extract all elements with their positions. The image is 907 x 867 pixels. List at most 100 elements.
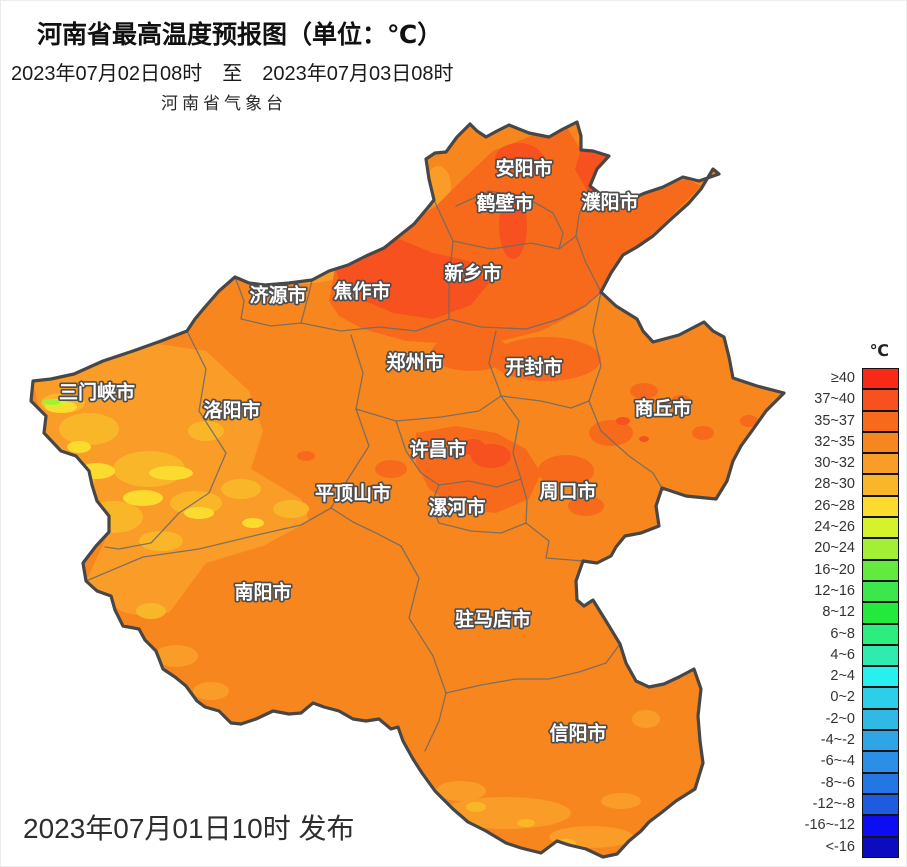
city-label-商丘市: 商丘市 bbox=[634, 397, 691, 420]
legend-entry: -4~-2 bbox=[793, 730, 899, 752]
city-label-周口市: 周口市 bbox=[539, 480, 596, 503]
forecast-period: 2023年07月02日08时 至 2023年07月03日08时 bbox=[11, 63, 454, 85]
legend-swatch bbox=[862, 666, 899, 688]
legend-label: 8~12 bbox=[822, 604, 855, 621]
legend-label: 16~20 bbox=[814, 561, 855, 578]
city-label-许昌市: 许昌市 bbox=[409, 438, 466, 461]
city-label-信阳市: 信阳市 bbox=[549, 722, 606, 745]
legend-unit: ℃ bbox=[869, 343, 889, 360]
legend-swatch bbox=[862, 623, 899, 645]
legend-swatch bbox=[862, 389, 899, 411]
legend-entry: 35~37 bbox=[793, 410, 899, 432]
legend-label: -4~-2 bbox=[820, 732, 855, 749]
legend-swatch bbox=[862, 815, 899, 837]
legend-entry: ≥40 bbox=[793, 368, 899, 390]
city-label-三门峡市: 三门峡市 bbox=[59, 381, 135, 404]
legend-entry: 20~24 bbox=[793, 538, 899, 560]
legend-label: 24~26 bbox=[814, 519, 855, 536]
legend-entry: <-16 bbox=[793, 836, 899, 858]
legend-label: -8~-6 bbox=[820, 774, 855, 791]
legend-swatch bbox=[862, 559, 899, 581]
legend-entry: 26~28 bbox=[793, 495, 899, 518]
legend-label: -16~-12 bbox=[804, 817, 855, 834]
agency-name: 河南省气象台 bbox=[161, 94, 287, 113]
legend-label: 35~37 bbox=[814, 412, 855, 429]
page-title: 河南省最高温度预报图（单位：℃） bbox=[37, 21, 443, 49]
city-label-驻马店市: 驻马店市 bbox=[455, 608, 531, 631]
legend-label: 4~6 bbox=[830, 646, 855, 663]
legend-label: 2~4 bbox=[830, 668, 855, 685]
legend-swatch bbox=[862, 410, 899, 432]
legend-entry: 0~2 bbox=[793, 687, 899, 709]
city-label-济源市: 济源市 bbox=[249, 284, 306, 307]
city-label-鹤壁市: 鹤壁市 bbox=[476, 192, 533, 215]
legend-label: -6~-4 bbox=[820, 753, 855, 770]
legend-swatch bbox=[862, 708, 899, 731]
legend-swatch bbox=[862, 517, 899, 539]
city-label-南阳市: 南阳市 bbox=[234, 581, 291, 604]
legend-label: 28~30 bbox=[814, 476, 855, 493]
legend-label: ≥40 bbox=[830, 370, 855, 386]
legend-swatch bbox=[862, 772, 899, 794]
city-label-焦作市: 焦作市 bbox=[332, 280, 390, 303]
legend-swatch bbox=[862, 836, 899, 858]
legend-swatch bbox=[862, 580, 899, 603]
legend-swatch bbox=[862, 453, 899, 475]
legend-swatch bbox=[862, 751, 899, 773]
legend-swatch bbox=[862, 602, 899, 624]
legend-label: 0~2 bbox=[830, 689, 855, 706]
publish-time: 2023年07月01日10时 发布 bbox=[23, 813, 355, 844]
city-label-开封市: 开封市 bbox=[505, 356, 562, 379]
city-label-濮阳市: 濮阳市 bbox=[581, 191, 638, 214]
prefecture-borders bbox=[85, 185, 663, 752]
legend-entry: 16~20 bbox=[793, 559, 899, 581]
city-label-安阳市: 安阳市 bbox=[495, 157, 552, 180]
legend-swatch bbox=[862, 793, 899, 816]
legend-label: 6~8 bbox=[830, 625, 855, 642]
legend-entry: 24~26 bbox=[793, 517, 899, 539]
legend-entry: -2~0 bbox=[793, 708, 899, 731]
legend-swatch bbox=[862, 474, 899, 496]
legend-entry: 28~30 bbox=[793, 474, 899, 496]
legend-entry: 30~32 bbox=[793, 453, 899, 475]
legend-swatch bbox=[862, 431, 899, 454]
legend-entry: -8~-6 bbox=[793, 772, 899, 794]
city-label-漯河市: 漯河市 bbox=[428, 496, 485, 519]
legend-label: -2~0 bbox=[825, 710, 855, 727]
legend-label: 30~32 bbox=[814, 455, 855, 472]
legend-entry: -12~-8 bbox=[793, 793, 899, 816]
legend-label: 26~28 bbox=[814, 497, 855, 514]
city-label-洛阳市: 洛阳市 bbox=[203, 399, 260, 422]
legend-rows: ≥40 37~40 35~37 32~35 30~32 28~30 26~28 24~26 20… bbox=[793, 368, 899, 858]
province-boundary bbox=[29, 120, 786, 859]
legend-entry: -16~-12 bbox=[793, 815, 899, 837]
legend-entry: 37~40 bbox=[793, 389, 899, 411]
legend-swatch bbox=[862, 368, 899, 390]
city-label-新乡市: 新乡市 bbox=[444, 262, 501, 285]
legend-swatch bbox=[862, 687, 899, 709]
legend-entry: 6~8 bbox=[793, 623, 899, 645]
legend-swatch bbox=[862, 730, 899, 752]
city-label-平顶山市: 平顶山市 bbox=[315, 482, 391, 505]
legend-label: 37~40 bbox=[814, 391, 855, 408]
legend-swatch bbox=[862, 538, 899, 560]
legend-label: 20~24 bbox=[814, 540, 855, 557]
legend-entry: -6~-4 bbox=[793, 751, 899, 773]
temperature-fill-layer bbox=[31, 122, 784, 857]
legend-entry: 2~4 bbox=[793, 666, 899, 688]
legend-entry: 12~16 bbox=[793, 580, 899, 603]
legend-entry: 8~12 bbox=[793, 602, 899, 624]
temperature-legend: ℃ ≥40 37~40 35~37 32~35 30~32 28~30 26~28 24~26… bbox=[793, 341, 899, 858]
legend-label: <-16 bbox=[825, 838, 855, 855]
legend-swatch bbox=[862, 644, 899, 667]
legend-entry: 4~6 bbox=[793, 644, 899, 667]
legend-swatch bbox=[862, 495, 899, 518]
legend-label: 32~35 bbox=[814, 433, 855, 450]
legend-label: 12~16 bbox=[814, 582, 855, 599]
city-label-郑州市: 郑州市 bbox=[386, 351, 443, 374]
legend-entry: 32~35 bbox=[793, 431, 899, 454]
legend-label: -12~-8 bbox=[812, 795, 855, 812]
